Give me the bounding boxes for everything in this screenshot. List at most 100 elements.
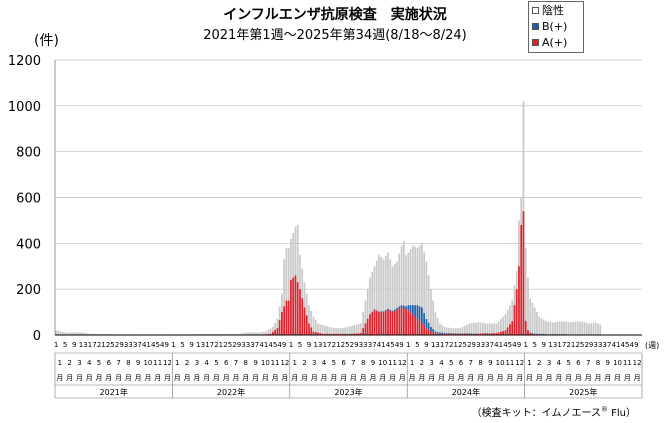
- month-suffix-2025年-11: 月: [624, 374, 631, 382]
- bar-b-positive-2023年-w45: [389, 309, 392, 311]
- bar-negative-2024年-w17: [443, 326, 446, 335]
- note-tail: Flu）: [607, 408, 636, 419]
- bar-a-positive-2024年-w37: [488, 333, 491, 335]
- week-tick-2024年-9: 9: [424, 341, 428, 349]
- bar-a-positive-2024年-w2: [409, 312, 412, 335]
- month-tick-2024年-10: 10: [496, 359, 505, 367]
- week-tick-2021年-13: 13: [79, 341, 88, 349]
- month-tick-2021年-1: 1: [58, 359, 62, 367]
- bar-a-positive-2022年-w48: [278, 320, 281, 335]
- bar-negative-2022年-w29: [235, 333, 238, 335]
- month-suffix-2023年-12: 月: [399, 374, 406, 382]
- month-suffix-2024年-8: 月: [477, 374, 484, 382]
- month-tick-2021年-3: 3: [77, 359, 81, 367]
- bar-negative-2022年-w51: [285, 247, 288, 335]
- legend-label-negative: 陰性: [542, 4, 564, 17]
- bar-negative-2022年-w37: [253, 332, 256, 335]
- month-suffix-2023年-10: 月: [379, 374, 386, 382]
- bar-negative-2025年-w4: [531, 302, 534, 335]
- bar-negative-2025年-w11: [547, 321, 550, 335]
- bar-a-positive-2023年-w19: [330, 333, 333, 335]
- month-tick-2022年-4: 4: [204, 359, 209, 367]
- legend-item-b-positive: B(+): [529, 18, 583, 34]
- month-tick-2025年-2: 2: [537, 359, 541, 367]
- bar-a-positive-2023年-w42: [382, 312, 385, 335]
- bar-a-positive-2023年-w32: [360, 333, 362, 335]
- week-tick-2023年-9: 9: [307, 341, 311, 349]
- month-suffix-2024年-2: 月: [418, 374, 425, 382]
- bar-negative-2023年-w11: [312, 316, 315, 335]
- bar-a-positive-2024年-w5: [416, 318, 419, 335]
- y-tick-label-1200: 1200: [8, 54, 41, 69]
- bar-negative-2023年-w25: [344, 327, 346, 335]
- bar-negative-2025年-w6: [536, 312, 538, 335]
- bar-negative-2021年-w17: [91, 333, 94, 335]
- month-suffix-2021年-4: 月: [86, 374, 93, 382]
- bar-negative-2024年-w21: [452, 328, 455, 335]
- bar-negative-2024年-w38: [491, 323, 493, 335]
- week-tick-2021年-17: 17: [88, 341, 97, 349]
- bar-negative-2023年-w33: [362, 312, 365, 335]
- bar-a-positive-2024年-w12: [432, 332, 435, 335]
- month-tick-2021年-5: 5: [97, 359, 101, 367]
- month-tick-2023年-2: 2: [302, 359, 306, 367]
- bar-a-positive-2025年-w1: [524, 321, 527, 335]
- bar-a-positive-2024年-w23: [457, 333, 459, 335]
- bar-negative-2023年-w14: [319, 324, 322, 335]
- bar-negative-2023年-w9: [308, 305, 310, 335]
- month-tick-2022年-1: 1: [175, 359, 179, 367]
- bar-negative-2024年-w32: [477, 322, 480, 335]
- bar-negative-2024年-w36: [486, 323, 489, 335]
- month-suffix-2022年-10: 月: [262, 374, 269, 382]
- week-tick-2022年-5: 5: [180, 341, 184, 349]
- month-tick-2025年-8: 8: [596, 359, 600, 367]
- bar-b-positive-2024年-w8: [423, 313, 425, 326]
- note-registered-mark: ®: [600, 405, 608, 414]
- bar-a-positive-2024年-w20: [450, 333, 453, 335]
- bar-negative-2025年-w24: [576, 321, 579, 335]
- month-suffix-2022年-8: 月: [242, 374, 249, 382]
- bar-negative-2024年-w41: [497, 321, 500, 335]
- bar-negative-2025年-w26: [581, 321, 584, 335]
- bar-negative-2024年-w28: [468, 323, 471, 335]
- bar-negative-2023年-w18: [328, 326, 331, 335]
- bar-negative-2023年-w31: [357, 324, 360, 335]
- week-tick-2023年-17: 17: [323, 341, 332, 349]
- bar-negative-2023年-w41: [380, 257, 383, 335]
- bar-negative-2023年-w51: [402, 241, 405, 335]
- bar-negative-2023年-w44: [387, 252, 389, 335]
- bar-negative-2024年-w29: [470, 323, 473, 335]
- month-suffix-2025年-7: 月: [585, 374, 592, 382]
- month-tick-2024年-9: 9: [488, 359, 492, 367]
- legend-item-a-positive: A(+): [529, 34, 583, 50]
- bar-a-positive-2023年-w7: [303, 307, 306, 335]
- bar-a-positive-2024年-w3: [411, 314, 414, 335]
- month-tick-2024年-3: 3: [429, 359, 433, 367]
- bar-a-positive-2024年-w26: [463, 333, 466, 335]
- week-tick-2022年-1: 1: [171, 341, 175, 349]
- week-tick-2022年-25: 25: [223, 341, 232, 349]
- bar-negative-2021年-w2: [57, 330, 60, 335]
- month-tick-2023年-5: 5: [332, 359, 336, 367]
- bar-negative-2024年-w11: [430, 289, 432, 335]
- bar-b-positive-2023年-w47: [393, 309, 396, 311]
- bar-b-positive-2023年-w48: [396, 307, 398, 310]
- week-tick-2023年-1: 1: [289, 341, 293, 349]
- month-suffix-2023年-8: 月: [360, 374, 367, 382]
- week-tick-2025年-33: 33: [594, 341, 603, 349]
- bar-negative-2025年-w7: [538, 316, 541, 335]
- month-suffix-2025年-10: 月: [614, 374, 621, 382]
- bar-negative-2022年-w39: [258, 332, 261, 335]
- month-tick-2021年-6: 6: [107, 359, 112, 367]
- bar-negative-2022年-w45: [272, 326, 274, 335]
- month-tick-2021年-11: 11: [153, 359, 162, 367]
- bar-a-positive-2023年-w30: [355, 333, 358, 335]
- bar-a-positive-2024年-w44: [504, 330, 507, 335]
- bar-negative-2023年-w28: [351, 325, 353, 335]
- month-suffix-2021年-11: 月: [154, 374, 161, 382]
- bar-negative-2025年-w22: [572, 322, 574, 335]
- bar-negative-2024年-w47: [511, 300, 514, 335]
- month-tick-2021年-8: 8: [126, 359, 130, 367]
- month-tick-2025年-9: 9: [606, 359, 610, 367]
- bar-negative-2025年-w33: [597, 323, 599, 335]
